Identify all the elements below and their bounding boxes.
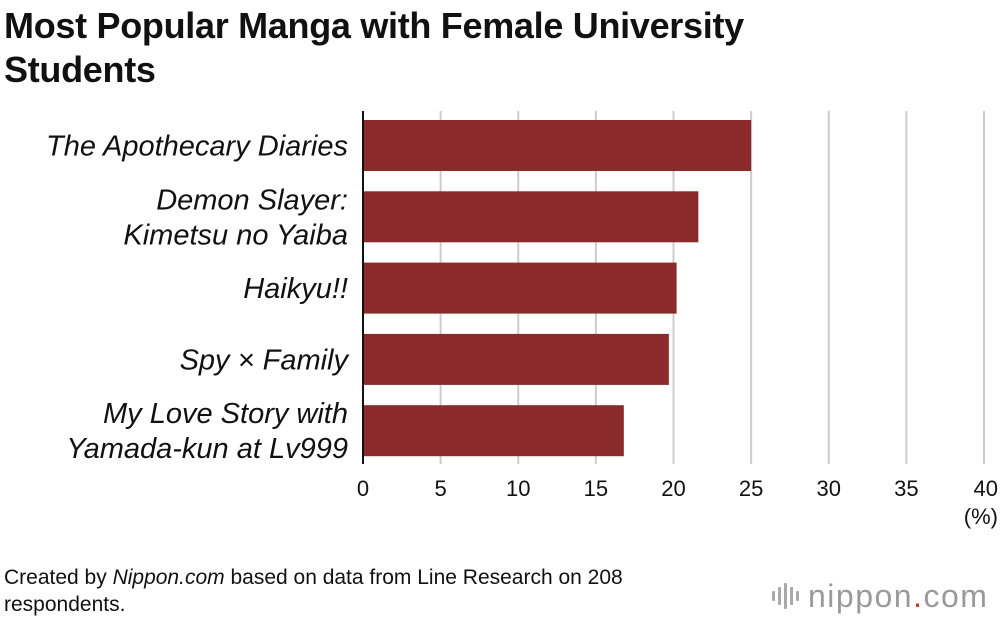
bar-4 [363, 405, 624, 457]
x-tick-label: 0 [357, 476, 369, 501]
bar-chart: The Apothecary Diaries Demon Slayer:Kimet… [46, 111, 998, 529]
x-tick-label: 30 [817, 476, 841, 501]
category-label: Kimetsu no Yaiba [123, 219, 348, 251]
logo-wordmark: nippon.com [808, 577, 988, 615]
x-axis-unit-label: (%) [964, 504, 998, 529]
source-suffix: based on data from Line Research on 208 … [4, 566, 623, 616]
x-tick-label: 15 [584, 476, 608, 501]
source-site: Nippon.com [112, 566, 225, 589]
logo-dot: . [913, 578, 924, 614]
bar-1 [363, 191, 699, 243]
x-tick-label: 40 [974, 476, 998, 501]
category-label: My Love Story with [103, 398, 348, 430]
category-label: Haikyu!! [243, 273, 348, 305]
x-tick-label: 5 [435, 476, 447, 501]
x-tick-label: 20 [661, 476, 685, 501]
source-note: Created by Nippon.com based on data from… [4, 564, 724, 618]
nippon-sound-bars-icon [772, 583, 799, 609]
logo-name: nippon [808, 578, 914, 614]
x-tick-label: 35 [894, 476, 918, 501]
source-prefix: Created by [4, 566, 113, 589]
category-label: Spy × Family [180, 344, 350, 376]
x-tick-label: 25 [739, 476, 763, 501]
x-tick-label: 10 [506, 476, 530, 501]
bar-2 [363, 262, 677, 314]
bar-3 [363, 333, 669, 385]
x-tick-labels: 0 5 10 15 20 25 30 35 40 [357, 476, 998, 501]
category-label: Demon Slayer: [156, 184, 348, 216]
bars [363, 120, 752, 457]
chart-title: Most Popular Manga with Female Universit… [4, 5, 744, 90]
category-label: The Apothecary Diaries [46, 131, 348, 163]
nippon-logo: nippon.com [772, 577, 988, 615]
category-labels: The Apothecary Diaries Demon Slayer:Kimet… [46, 131, 349, 466]
bar-0 [363, 120, 752, 171]
category-label: Yamada-kun at Lv999 [66, 433, 348, 465]
logo-tld: com [923, 578, 989, 614]
